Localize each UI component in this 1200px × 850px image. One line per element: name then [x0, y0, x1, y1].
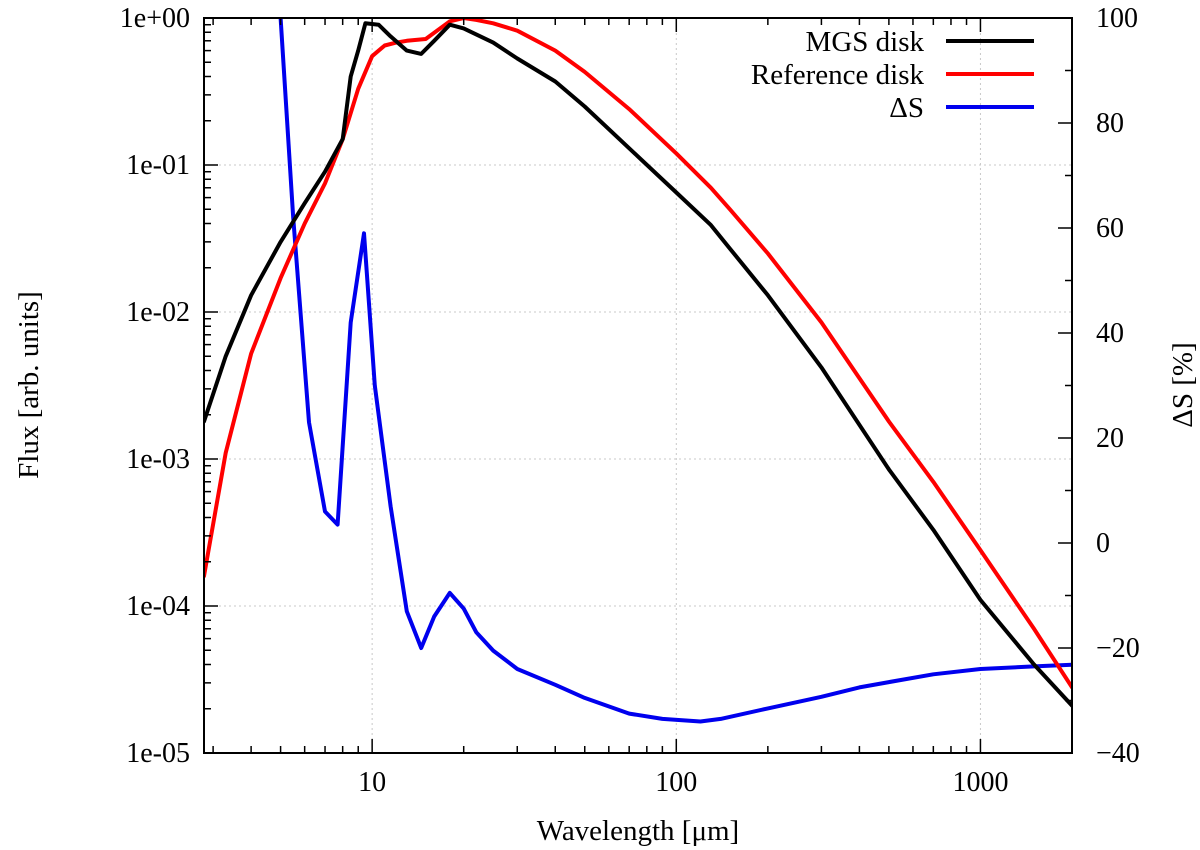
series-lines — [204, 18, 1072, 724]
y2-tick-label: 60 — [1096, 213, 1124, 244]
y2-tick-label: −20 — [1096, 633, 1140, 664]
y-tick-label: 1e-03 — [126, 444, 190, 475]
y2-tick-label: 0 — [1096, 528, 1110, 559]
tick-labels: 10 100 10001e+001e-011e-021e-031e-041e-051… — [120, 3, 1140, 798]
plot-frame — [203, 17, 1073, 754]
y-tick-label: 1e-04 — [126, 591, 190, 622]
series-line-2 — [278, 18, 1072, 724]
y-tick-label: 1e-02 — [126, 297, 190, 328]
y-axis-label: Flux [arb. units] — [13, 291, 45, 479]
grid-lines — [204, 18, 1072, 753]
legend-label-delta-s: ΔS — [889, 92, 924, 124]
y-tick-label: 1e-01 — [126, 150, 190, 181]
y2-tick-label: 80 — [1096, 108, 1124, 139]
y2-tick-label: 100 — [1096, 3, 1138, 34]
axis-ticks — [204, 17, 1073, 754]
x-axis-label: Wavelength [μm] — [537, 815, 739, 847]
y2-axis-label: ΔS [%] — [1167, 342, 1199, 428]
y-tick-label: 1e-05 — [126, 738, 190, 769]
legend-label-mgs-disk: MGS disk — [806, 26, 925, 58]
y2-tick-label: 20 — [1096, 423, 1124, 454]
x-tick-label: 10 — [358, 767, 386, 798]
y2-tick-label: 40 — [1096, 318, 1124, 349]
y2-tick-label: −40 — [1096, 738, 1140, 769]
x-tick-label: 100 — [655, 767, 697, 798]
y-tick-label: 1e+00 — [120, 3, 190, 34]
legend-label-reference-disk: Reference disk — [751, 59, 925, 91]
series-line-0 — [204, 21, 1072, 708]
series-line-1 — [204, 18, 1072, 690]
x-tick-label: 1000 — [952, 767, 1008, 798]
